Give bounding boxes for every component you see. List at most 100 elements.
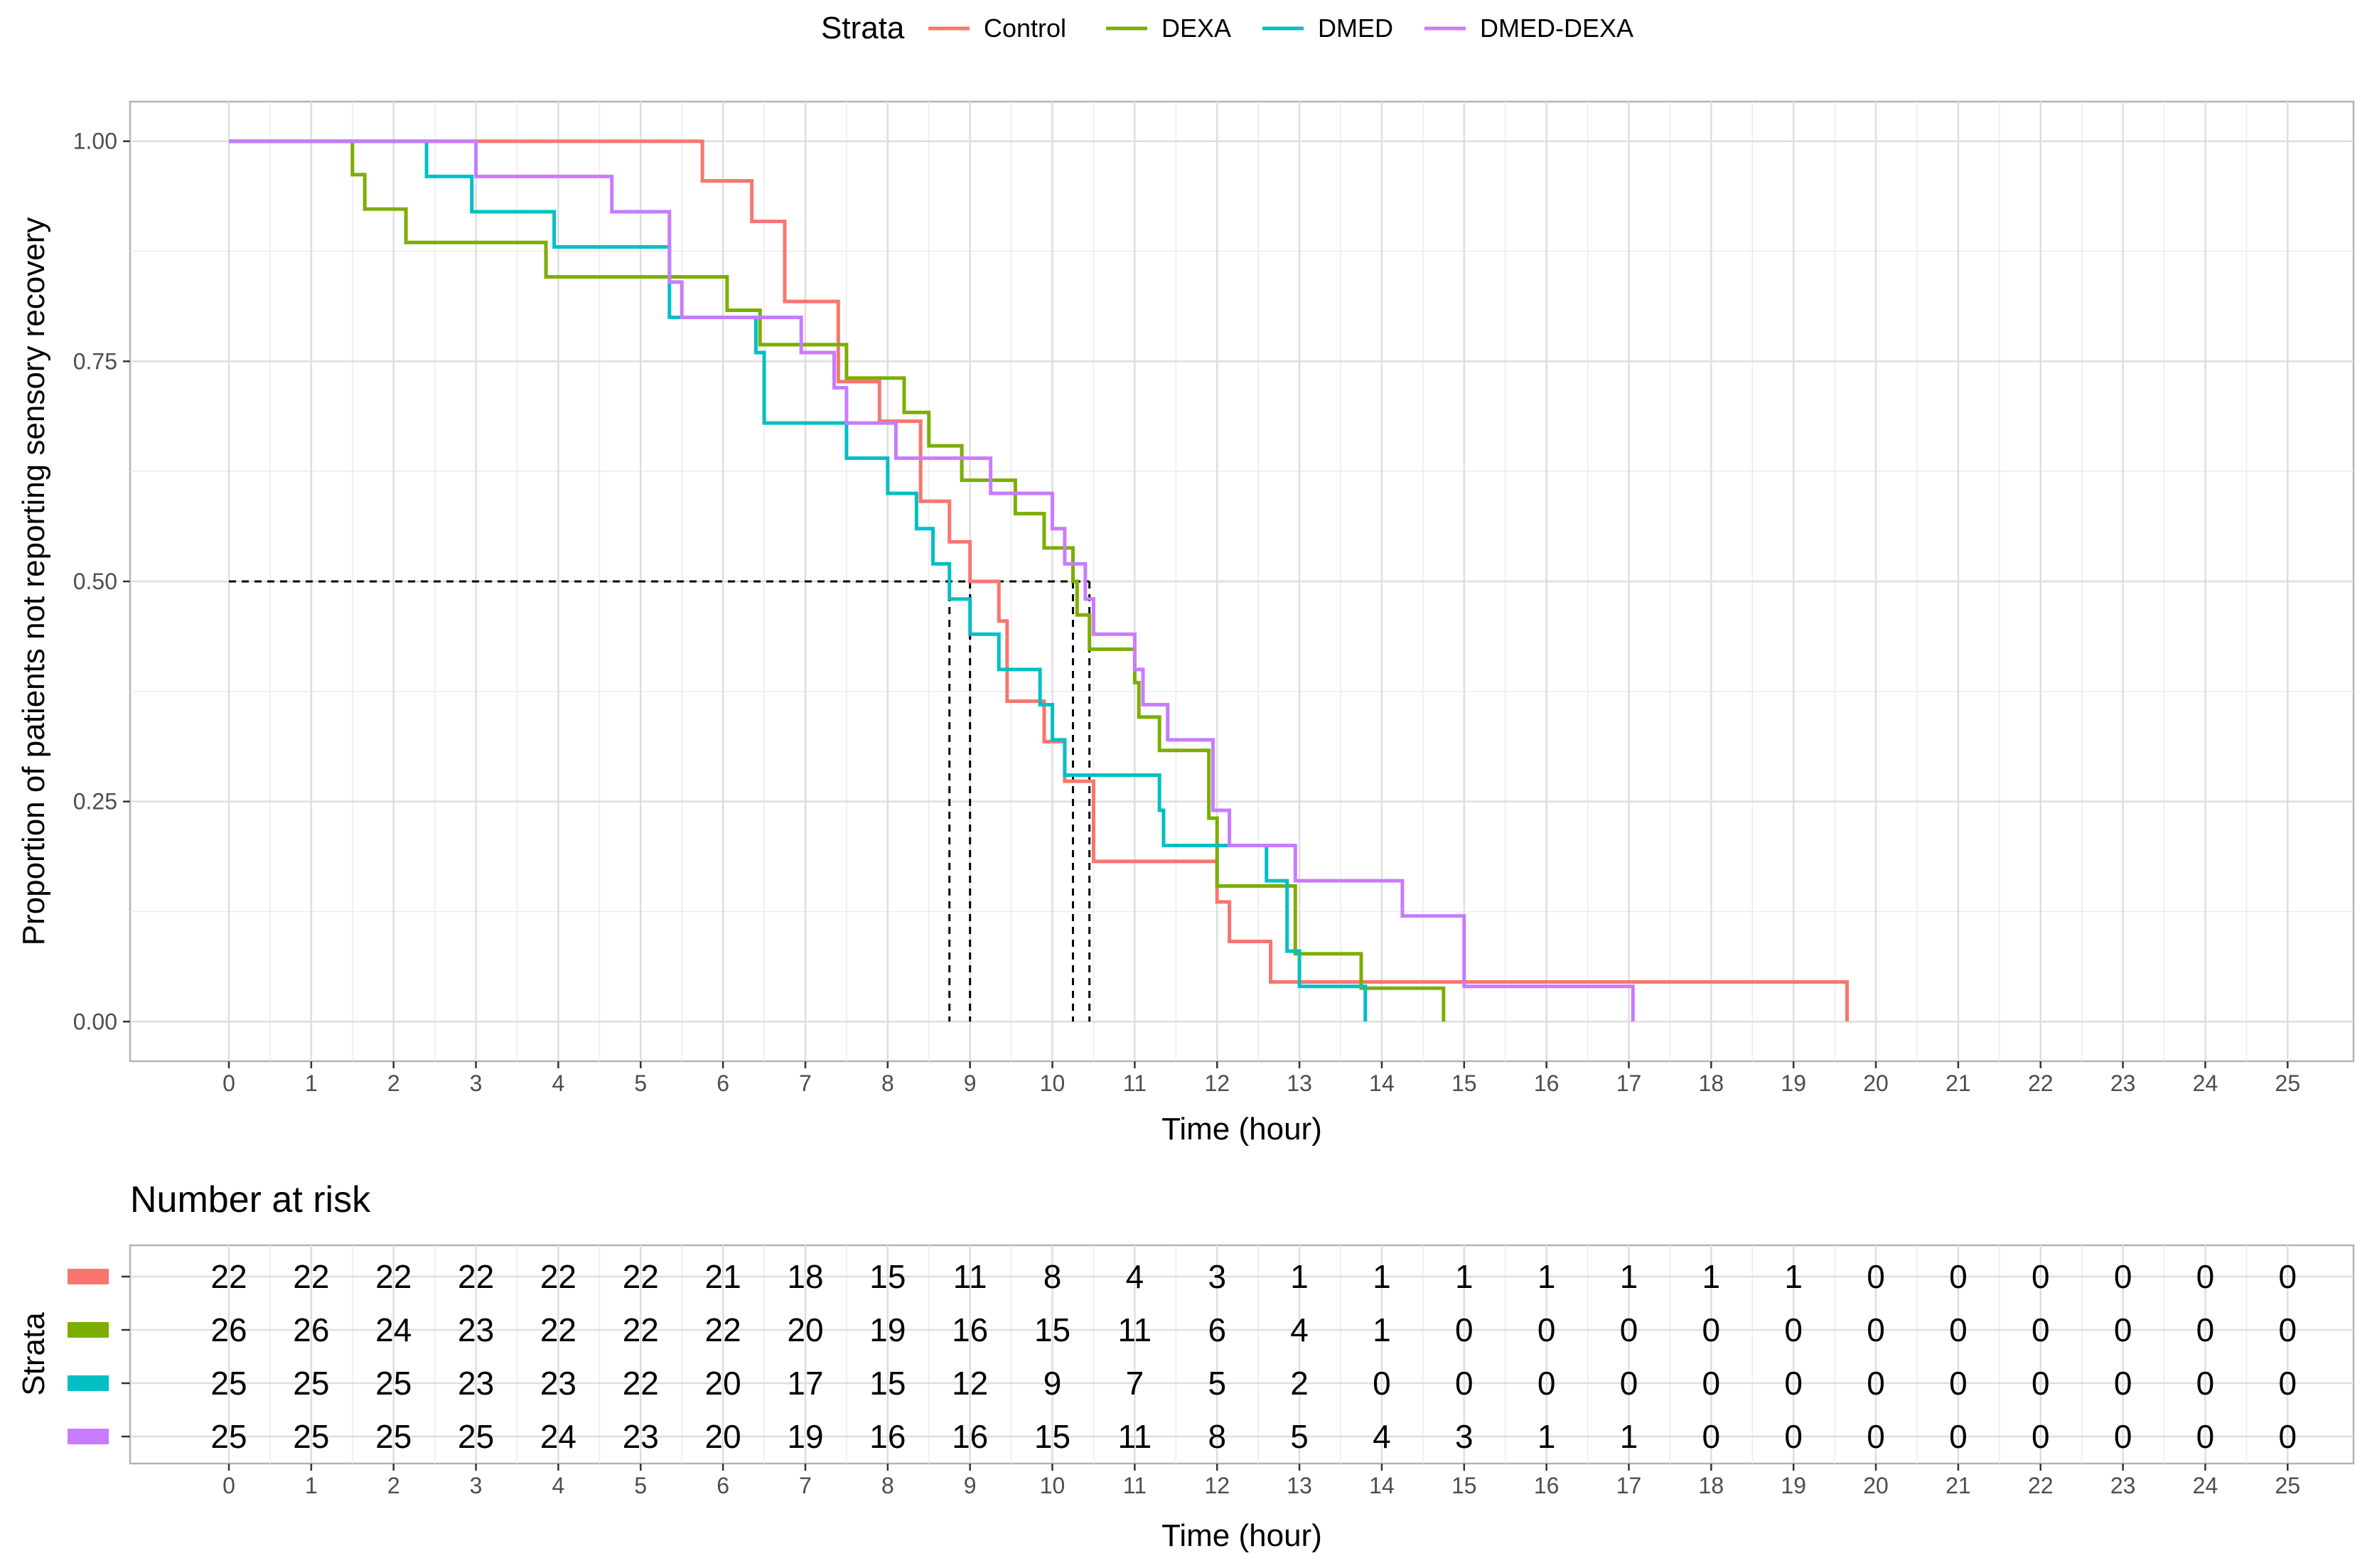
risk-count-cell: 25 [293,1418,329,1455]
risk-x-tick-label: 9 [964,1473,977,1498]
risk-count-cell: 7 [1126,1365,1144,1402]
risk-count-cell: 1 [1620,1418,1638,1455]
risk-count-cell: 17 [787,1365,823,1402]
risk-count-cell: 0 [2031,1365,2050,1402]
risk-count-cell: 1 [1373,1258,1391,1295]
risk-count-cell: 1 [1373,1311,1391,1348]
risk-count-cell: 26 [293,1311,329,1348]
risk-count-cell: 0 [1949,1365,1968,1402]
risk-count-cell: 0 [1784,1418,1803,1455]
risk-count-cell: 0 [2196,1418,2215,1455]
risk-count-cell: 4 [1373,1418,1391,1455]
risk-count-cell: 0 [1620,1365,1638,1402]
risk-strata-swatch-dexa [68,1322,109,1338]
survival-plot: 0 1 2 3 4 5 6 7 8 9 10 11 12 13 14 15 16 17 18 19 20 21 22 23 24… [16,100,2355,1147]
risk-count-cell: 0 [1537,1311,1556,1348]
x-tick-label: 25 [2275,1070,2301,1096]
risk-count-cell: 25 [210,1365,247,1402]
risk-count-cell: 22 [293,1258,329,1295]
risk-count-cell: 23 [458,1311,494,1348]
risk-x-tick-label: 17 [1616,1473,1642,1498]
risk-count-cell: 24 [375,1311,412,1348]
risk-x-tick-label: 10 [1040,1473,1066,1498]
risk-count-cell: 24 [540,1418,576,1455]
risk-x-tick-label: 3 [470,1473,483,1498]
risk-x-tick-label: 23 [2110,1473,2136,1498]
risk-count-cell: 0 [1373,1365,1391,1402]
risk-count-cell: 0 [1949,1258,1968,1295]
risk-count-cell: 16 [869,1418,906,1455]
x-tick-label: 13 [1287,1070,1312,1096]
legend-label-dmed-dexa: DMED-DEXA [1480,14,1633,43]
risk-table-x-ticks: 0 1 2 3 4 5 6 7 8 9 10 11 12 13 14 15 16 17 18 19 20 21 22 23 24… [222,1464,2300,1498]
risk-count-cell: 19 [869,1311,906,1348]
x-tick-label: 15 [1451,1070,1477,1096]
x-tick-label: 4 [552,1070,565,1096]
risk-count-cell: 1 [1455,1258,1474,1295]
risk-count-cell: 0 [1867,1365,1885,1402]
risk-count-cell: 16 [952,1418,988,1455]
x-tick-label: 16 [1534,1070,1560,1096]
risk-count-cell: 11 [953,1258,987,1295]
risk-count-cell: 0 [1620,1311,1638,1348]
risk-count-cell: 1 [1537,1418,1556,1455]
x-tick-label: 24 [2193,1070,2218,1096]
risk-count-cell: 0 [1867,1311,1885,1348]
risk-count-cell: 0 [2031,1311,2050,1348]
risk-table-y-axis-title: Strata [16,1312,51,1396]
x-axis-ticks: 0 1 2 3 4 5 6 7 8 9 10 11 12 13 14 15 16 17 18 19 20 21 22 23 24… [222,1061,2300,1096]
risk-x-tick-label: 16 [1534,1473,1560,1498]
risk-x-tick-label: 8 [881,1473,894,1498]
risk-count-cell: 20 [705,1365,741,1402]
risk-count-cell: 0 [1702,1311,1721,1348]
x-tick-label: 12 [1204,1070,1230,1096]
risk-count-cell: 0 [2279,1258,2297,1295]
risk-count-cell: 22 [210,1258,247,1295]
risk-count-cell: 20 [787,1311,823,1348]
risk-count-cell: 20 [705,1418,741,1455]
x-tick-label: 5 [634,1070,647,1096]
risk-count-cell: 6 [1208,1311,1226,1348]
legend: Strata Control DEXA DMED DMED-DEXA [821,11,1633,45]
risk-table: Number at risk 22 22 22 22 22 22 21 18 15 11 8 4 3 1 1… [16,1179,2355,1553]
x-axis-title: Time (hour) [1161,1112,1322,1147]
x-tick-label: 14 [1369,1070,1395,1096]
risk-count-cell: 25 [458,1418,494,1455]
risk-count-cell: 22 [540,1258,576,1295]
risk-table-panel [129,1244,2355,1465]
legend-label-dexa: DEXA [1161,14,1231,43]
x-tick-label: 10 [1040,1070,1066,1096]
x-tick-label: 8 [881,1070,894,1096]
risk-x-tick-label: 2 [387,1473,400,1498]
risk-count-cell: 0 [2196,1258,2215,1295]
risk-strata-swatch-control [68,1269,109,1284]
legend-title: Strata [821,11,905,45]
x-tick-label: 22 [2028,1070,2054,1096]
legend-label-control: Control [984,14,1066,43]
risk-count-cell: 25 [375,1418,412,1455]
risk-table-grid [130,1245,2353,1464]
survival-curve-dmed-dexa [229,139,1635,1022]
risk-count-cell: 12 [952,1365,988,1402]
median-reference-lines [229,580,1091,1022]
risk-count-cell: 1 [1702,1258,1721,1295]
y-tick-label: 0.25 [73,789,117,815]
x-tick-label: 9 [964,1070,977,1096]
risk-count-cell: 5 [1290,1418,1309,1455]
x-tick-label: 3 [470,1070,483,1096]
risk-count-cell: 0 [2114,1311,2132,1348]
risk-x-tick-label: 19 [1781,1473,1806,1498]
risk-count-cell: 25 [210,1418,247,1455]
risk-count-cell: 0 [1949,1418,1968,1455]
risk-x-tick-label: 14 [1369,1473,1395,1498]
risk-x-tick-label: 25 [2275,1473,2301,1498]
risk-count-cell: 9 [1043,1365,1062,1402]
risk-x-tick-label: 4 [552,1473,565,1498]
x-tick-label: 21 [1945,1070,1971,1096]
risk-count-cell: 0 [2279,1311,2297,1348]
risk-count-cell: 0 [2279,1418,2297,1455]
risk-x-tick-label: 1 [305,1473,318,1498]
risk-count-cell: 1 [1784,1258,1803,1295]
risk-count-cell: 22 [458,1258,494,1295]
x-tick-label: 6 [716,1070,729,1096]
